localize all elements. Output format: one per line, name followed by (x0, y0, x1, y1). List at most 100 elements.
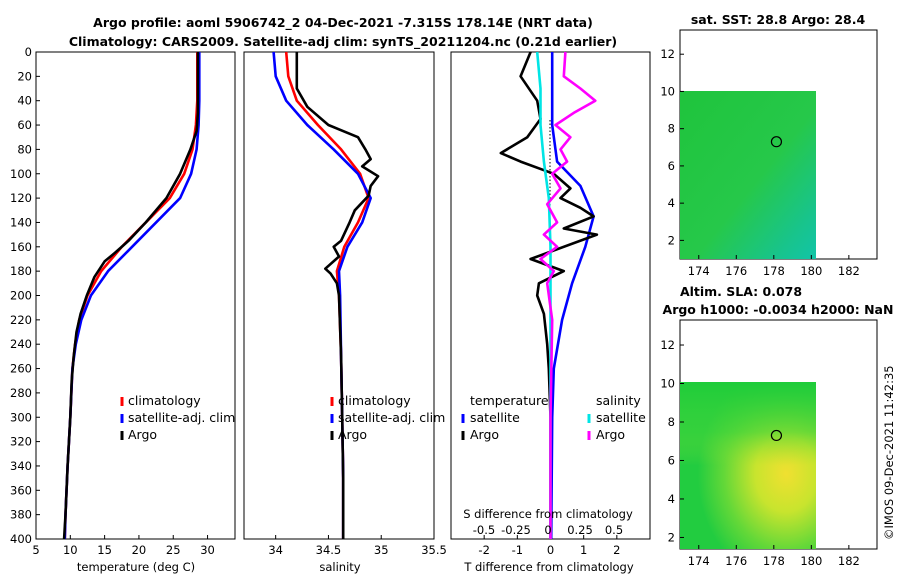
x-tick-label: 2 (613, 543, 620, 557)
temperature-panel: 0 20 40 60 80 100 120 140 160 180 200 220 240 260 280 3… (10, 45, 236, 574)
y-tick-label: 140 (10, 215, 32, 229)
difference-panel: -2 -1 0 1 2 T difference from climatology S … (450, 51, 651, 574)
series-line-argo (62, 52, 200, 540)
sst-field (680, 91, 816, 259)
y-tick-label: 280 (10, 386, 32, 400)
s-tick-label: 0.25 (567, 523, 593, 537)
x-tick-label: 5 (32, 543, 39, 557)
y-tick-label: 160 (10, 240, 32, 254)
map-y-tick-label: 12 (660, 47, 675, 61)
y-tick-label: 220 (10, 313, 32, 327)
x-tick-label: 1 (580, 543, 587, 557)
legend-title: salinity (596, 393, 641, 408)
y-tick-label: 60 (17, 118, 32, 132)
imos-timestamp: ©IMOS 09-Dec-2021 11:42:35 (882, 365, 896, 540)
map-x-tick-label: 176 (725, 264, 747, 278)
map-x-tick-label: 174 (688, 554, 710, 568)
y-tick-label: 100 (10, 167, 32, 181)
map-x-tick-label: 182 (838, 264, 860, 278)
x-tick-label: 35.5 (421, 543, 447, 557)
sla-map-title-1: Altim. SLA: 0.078 (680, 284, 802, 299)
y-tick-label: 80 (17, 142, 32, 156)
legend-title: temperature (470, 393, 549, 408)
map-y-tick-label: 12 (660, 338, 675, 352)
title-line-1: Argo profile: aoml 5906742_2 04-Dec-2021… (93, 15, 593, 31)
y-tick-label: 300 (10, 410, 32, 424)
x-tick-label: 0 (547, 543, 554, 557)
x-tick-label: 20 (132, 543, 147, 557)
map-x-tick-label: 180 (800, 264, 822, 278)
temperature-axes (35, 51, 236, 540)
salinity-xlabel: salinity (319, 560, 360, 574)
y-tick-label: 40 (17, 94, 32, 108)
difference-xlabel: T difference from climatology (463, 560, 634, 574)
legend-label: Argo (128, 427, 157, 442)
y-tick-label: 20 (17, 69, 32, 83)
legend-label: climatology (338, 393, 411, 408)
y-tick-label: 240 (10, 337, 32, 351)
temperature-xlabel: temperature (deg C) (77, 560, 195, 574)
sst-map-title: sat. SST: 28.8 Argo: 28.4 (691, 12, 866, 27)
map-x-tick-label: 180 (800, 554, 822, 568)
legend-label: Argo (338, 427, 367, 442)
y-tick-label: 400 (10, 532, 32, 546)
map-y-tick-label: 10 (660, 377, 675, 391)
s-tick-label: -0.25 (501, 523, 531, 537)
map-y-tick-label: 4 (668, 196, 675, 210)
argo-location-marker (770, 429, 783, 442)
y-tick-label: 260 (10, 362, 32, 376)
s-tick-label: 0.5 (605, 523, 623, 537)
x-tick-label: -2 (478, 543, 489, 557)
x-tick-label: 34.5 (316, 543, 342, 557)
map-y-tick-label: 4 (668, 492, 675, 506)
x-tick-label: 30 (200, 543, 215, 557)
y-tick-label: 0 (25, 45, 32, 59)
argo-location-marker (770, 136, 783, 148)
legend-label: satellite (470, 410, 520, 425)
map-y-tick-label: 2 (668, 530, 675, 544)
map-y-tick-label: 6 (668, 159, 675, 173)
x-tick-label: 10 (63, 543, 78, 557)
map-x-tick-label: 178 (763, 264, 785, 278)
map-x-tick-label: 174 (688, 264, 710, 278)
map-y-tick-label: 10 (660, 84, 675, 98)
x-tick-label: 34 (268, 543, 283, 557)
y-tick-label: 340 (10, 459, 32, 473)
legend-label: satellite (596, 410, 646, 425)
series-line-t-satellite (549, 52, 595, 540)
y-tick-label: 120 (10, 191, 32, 205)
map-y-tick-label: 6 (668, 453, 675, 467)
s-tick-label: -0.5 (473, 523, 495, 537)
y-tick-label: 200 (10, 289, 32, 303)
map-y-tick-label: 2 (668, 233, 675, 247)
legend-label: climatology (128, 393, 201, 408)
series-line-t-argo (499, 51, 599, 539)
sla-field-overlay (680, 382, 816, 549)
legend-label: satellite-adj. clim (338, 410, 445, 425)
x-tick-label: 15 (97, 543, 112, 557)
x-tick-label: -1 (512, 543, 523, 557)
legend-label: Argo (596, 427, 625, 442)
series-line-argo (295, 52, 380, 539)
map-x-tick-label: 176 (725, 554, 747, 568)
sla-map: Altim. SLA: 0.078 Argo h1000: -0.0034 h2… (660, 284, 893, 568)
salinity-panel: 34 34.5 35 35.5 salinity climatology satelli… (243, 51, 447, 574)
legend-label: Argo (470, 427, 499, 442)
legend-label: satellite-adj. clim (128, 410, 235, 425)
sla-map-title-2: Argo h1000: -0.0034 h2000: NaN (663, 302, 894, 317)
x-tick-label: 25 (166, 543, 181, 557)
sst-map: sat. SST: 28.8 Argo: 28.4 174 176 178 180 18… (660, 12, 878, 278)
series-line-s-satellite (535, 51, 552, 539)
map-y-tick-label: 8 (668, 122, 675, 136)
s-tick-label: 0 (544, 523, 551, 537)
map-x-tick-label: 182 (838, 554, 860, 568)
series-line-s-argo (539, 51, 597, 539)
title-line-2: Climatology: CARS2009. Satellite-adj cli… (69, 34, 617, 50)
s-difference-label: S difference from climatology (463, 507, 633, 521)
y-tick-label: 360 (10, 483, 32, 497)
y-tick-label: 180 (10, 264, 32, 278)
map-x-tick-label: 178 (763, 554, 785, 568)
y-tick-label: 320 (10, 435, 32, 449)
x-tick-label: 35 (374, 543, 389, 557)
